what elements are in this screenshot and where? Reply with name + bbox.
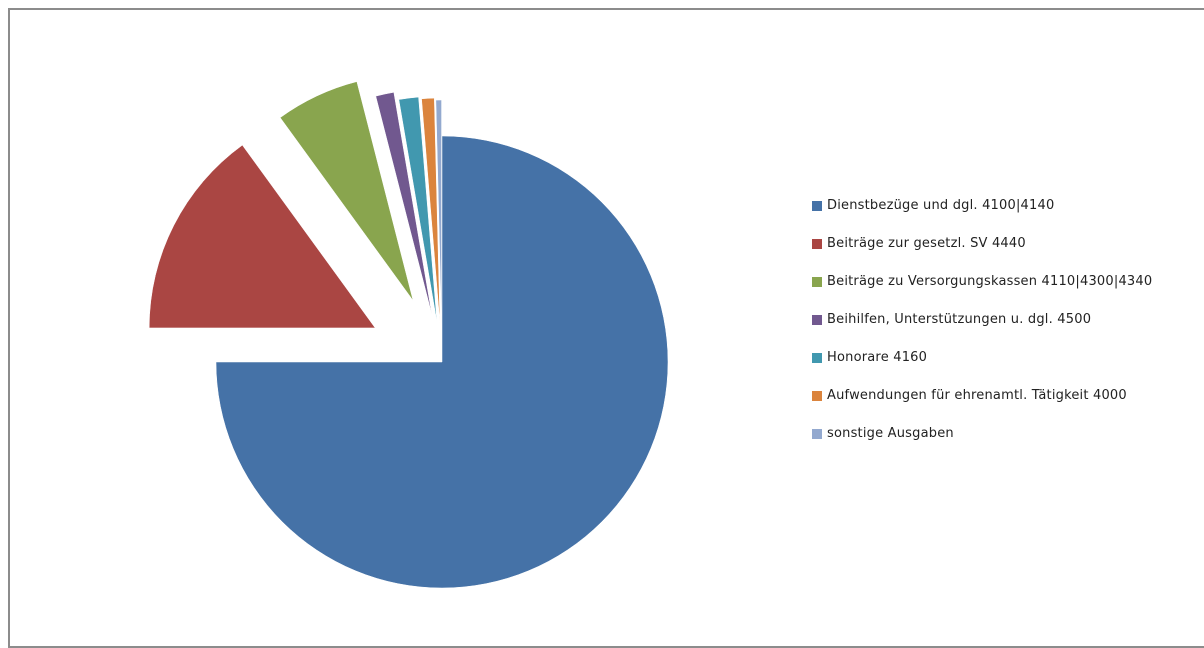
- pie-slice-3: [279, 81, 414, 301]
- legend-item: Beiträge zur gesetzl. SV 4440: [812, 234, 1202, 272]
- legend-label: Beiträge zu Versorgungskassen 4110|4300|…: [827, 274, 1153, 289]
- pie-slice-5: [398, 96, 438, 323]
- legend-label: Aufwendungen für ehrenamtl. Tätigkeit 40…: [827, 388, 1127, 403]
- pie-slice-4: [375, 92, 433, 316]
- legend-item: sonstige Ausgaben: [812, 424, 1202, 462]
- legend-item: Honorare 4160: [812, 348, 1202, 386]
- legend-swatch: [812, 315, 822, 325]
- chart-legend: Dienstbezüge und dgl. 4100|4140 Beiträge …: [812, 196, 1202, 462]
- legend-label: Beiträge zur gesetzl. SV 4440: [827, 236, 1026, 251]
- legend-swatch: [812, 429, 822, 439]
- legend-item: Beiträge zu Versorgungskassen 4110|4300|…: [812, 272, 1202, 310]
- legend-swatch: [812, 201, 822, 211]
- legend-label: Dienstbezüge und dgl. 4100|4140: [827, 198, 1055, 213]
- legend-item: Aufwendungen für ehrenamtl. Tätigkeit 40…: [812, 386, 1202, 424]
- pie-chart: [148, 81, 669, 589]
- legend-item: Dienstbezüge und dgl. 4100|4140: [812, 196, 1202, 234]
- legend-label: Honorare 4160: [827, 350, 928, 365]
- pie-slice-7: [435, 99, 442, 327]
- chart-area: Dienstbezüge und dgl. 4100|4140 Beiträge …: [8, 8, 1204, 648]
- legend-swatch: [812, 391, 822, 401]
- legend-swatch: [812, 239, 822, 249]
- legend-swatch: [812, 277, 822, 287]
- legend-label: Beihilfen, Unterstützungen u. dgl. 4500: [827, 312, 1092, 327]
- legend-item: Beihilfen, Unterstützungen u. dgl. 4500: [812, 310, 1202, 348]
- legend-swatch: [812, 353, 822, 363]
- pie-slice-6: [421, 97, 441, 325]
- pie-slice-1: [215, 135, 669, 589]
- pie-slice-2: [148, 144, 376, 329]
- legend-label: sonstige Ausgaben: [827, 426, 954, 441]
